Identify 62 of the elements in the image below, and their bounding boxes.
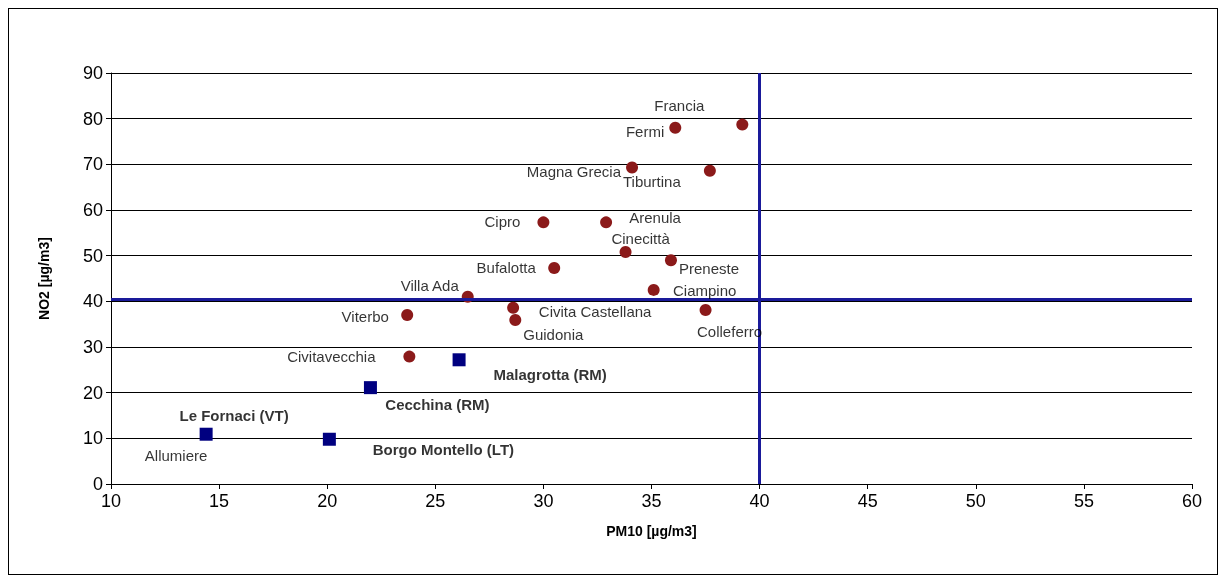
y-tick-label: 80 [82, 108, 103, 129]
point [548, 262, 561, 274]
y-tick-label: 90 [82, 63, 103, 83]
x-tick-label: 45 [857, 491, 878, 511]
x-tick-label: 10 [100, 491, 122, 511]
y-tick-label: 40 [82, 291, 103, 312]
point [401, 309, 414, 322]
y-tick-label: 50 [82, 245, 103, 266]
x-tick-label: 15 [209, 491, 230, 511]
point [736, 118, 749, 131]
x-tick-label: 20 [317, 491, 338, 511]
annotation: Guidonia [523, 325, 584, 343]
annotation: Allumiere [144, 446, 208, 464]
annotation: Magna Grecia [526, 163, 622, 181]
point [403, 350, 416, 363]
x-tick-label: 50 [965, 491, 986, 511]
annotation: Bufalotta [476, 259, 537, 277]
y-tick-label: 0 [92, 474, 103, 494]
x-tick-label: 35 [641, 491, 662, 511]
point [699, 304, 712, 317]
point [363, 381, 377, 395]
annotation: Cecchina (RM) [385, 396, 490, 414]
point [509, 314, 522, 327]
annotation: Tiburtina [622, 173, 682, 191]
y-tick-label: 10 [82, 428, 103, 449]
point [322, 432, 336, 446]
annotation: Civitavecchia [287, 348, 377, 366]
annotation: Civita Castellana [538, 303, 653, 321]
annotation: Preneste [678, 259, 739, 277]
point [626, 161, 639, 174]
point [619, 246, 632, 259]
annotation: Ciampino [672, 282, 737, 300]
point [600, 216, 613, 229]
annotation: Le Fornaci (VT) [179, 406, 289, 424]
point [452, 353, 466, 367]
annotation: Arenula [629, 208, 682, 226]
annotation: Villa Ada [400, 277, 460, 295]
x-axis-title: PM10 [µg/m3] [606, 523, 697, 539]
point [507, 301, 520, 314]
point [647, 283, 660, 296]
annotation: Francia [654, 97, 705, 115]
annotation: Cinecittà [611, 229, 671, 247]
x-tick-label: 60 [1181, 491, 1203, 511]
point [537, 216, 550, 229]
point [669, 121, 682, 134]
annotation: Cipro [484, 212, 521, 230]
y-tick-label: 20 [82, 382, 103, 403]
annotation: Fermi [625, 123, 665, 141]
y-tick-label: 60 [82, 200, 103, 220]
point [703, 164, 716, 177]
x-tick-label: 55 [1073, 491, 1094, 511]
point [664, 254, 677, 267]
x-tick-label: 25 [425, 491, 446, 511]
point [199, 427, 213, 441]
annotation: Malagrotta (RM) [493, 366, 607, 384]
annotation: Borgo Montello (LT) [372, 440, 515, 458]
annotation: Viterbo [341, 307, 389, 325]
y-axis-title: NO2 [µg/m3] [36, 237, 52, 320]
y-tick-label: 70 [82, 154, 103, 175]
x-tick-label: 30 [533, 491, 554, 511]
y-tick-label: 30 [82, 337, 103, 357]
x-tick-label: 40 [749, 491, 770, 511]
